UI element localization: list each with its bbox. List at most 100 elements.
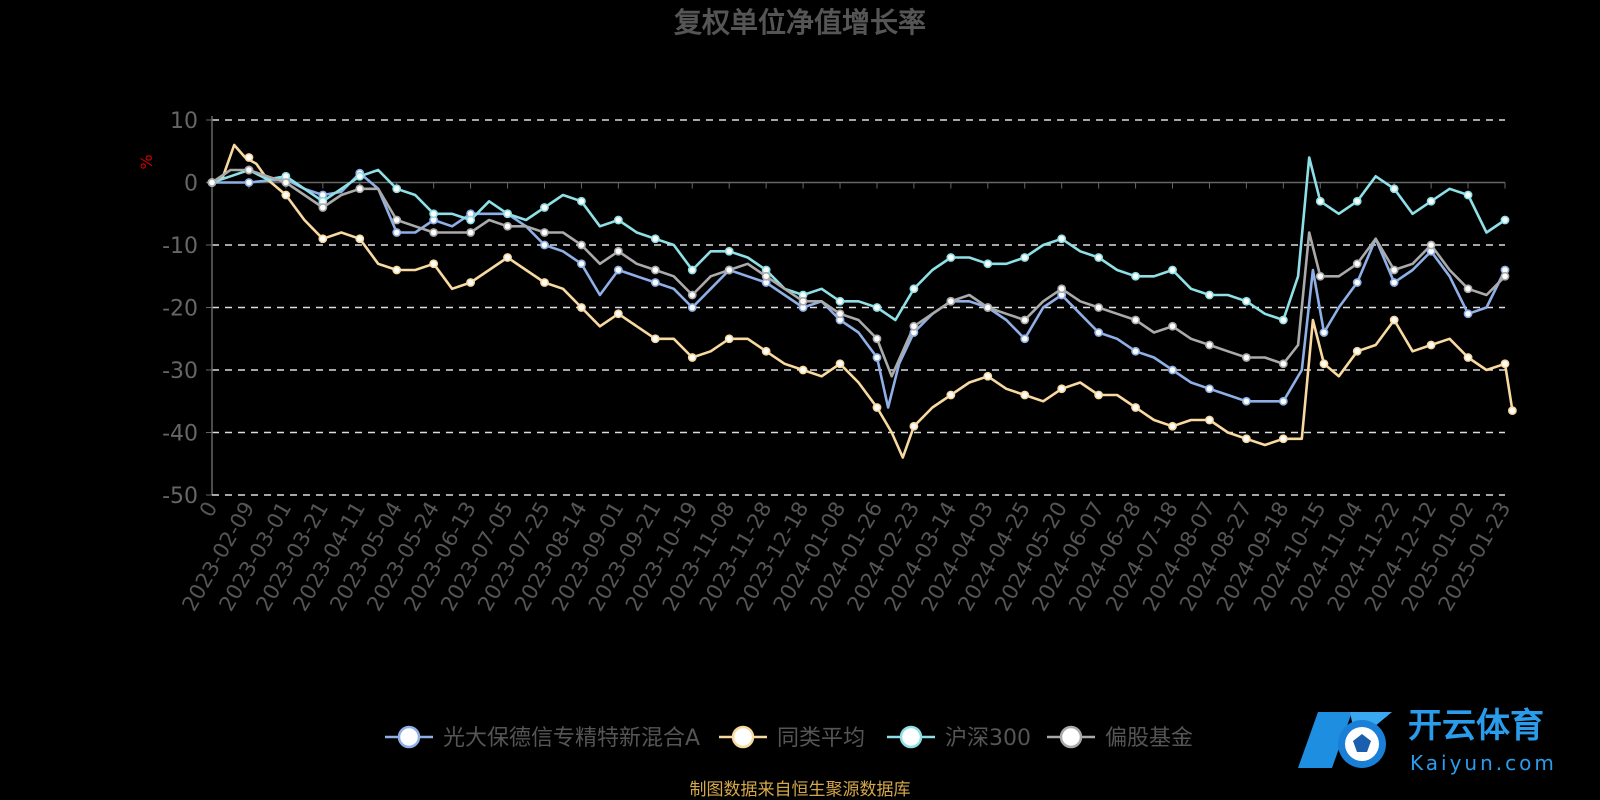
series-marker-0 [244, 178, 254, 187]
series-marker-0 [1389, 278, 1399, 287]
series-marker-3 [1242, 353, 1251, 362]
series-marker-0 [1242, 396, 1251, 406]
series-marker-1 [466, 278, 475, 287]
series-marker-0 [392, 228, 402, 237]
y-tick-label: -30 [162, 359, 198, 384]
series-marker-3 [835, 309, 845, 319]
series-marker-1 [613, 309, 623, 319]
series-marker-2 [540, 203, 549, 212]
series-marker-1 [1057, 384, 1067, 394]
series-marker-0 [1020, 334, 1030, 344]
series-marker-0 [540, 240, 549, 250]
series-marker-2 [1352, 196, 1362, 206]
series-marker-2 [503, 209, 512, 219]
series-marker-3 [650, 265, 660, 275]
series-marker-2 [835, 296, 845, 306]
series-marker-2 [1315, 196, 1325, 206]
series-marker-1 [1205, 415, 1214, 425]
series-marker-3 [577, 240, 586, 250]
series-marker-1 [540, 278, 549, 287]
series-marker-1 [798, 365, 808, 375]
series-marker-0 [1131, 346, 1140, 356]
series-marker-1 [1094, 390, 1104, 400]
series-marker-2 [687, 265, 697, 275]
legend-label: 光大保德信专精特新混合A [443, 726, 700, 751]
series-marker-3 [909, 321, 919, 331]
series-marker-2 [1168, 265, 1177, 275]
series-marker-2 [724, 246, 734, 256]
series-marker-2 [1426, 196, 1436, 206]
y-tick-label: -10 [162, 234, 198, 259]
series-marker-2 [983, 259, 993, 269]
series-lines [210, 143, 1514, 459]
legend-marker [1059, 725, 1083, 749]
series-line-0 [210, 171, 1507, 409]
series-marker-1 [355, 234, 365, 244]
series-marker-3 [392, 215, 402, 225]
series-marker-2 [1057, 234, 1067, 244]
series-marker-1 [392, 265, 402, 275]
legend-item-1: 同类平均 [719, 725, 865, 751]
series-marker-3 [1500, 271, 1510, 281]
series-marker-1 [244, 153, 254, 162]
series-marker-3 [503, 221, 512, 231]
series-marker-1 [872, 403, 882, 412]
series-marker-2 [650, 234, 660, 244]
series-marker-0 [1205, 384, 1214, 394]
series-marker-0 [1319, 328, 1329, 337]
series-marker-1 [1319, 359, 1329, 369]
series-marker-1 [835, 359, 845, 369]
series-marker-0 [650, 278, 660, 287]
series-marker-3 [466, 228, 475, 237]
series-marker-3 [1205, 340, 1214, 350]
y-tick-label: 10 [170, 109, 198, 134]
series-marker-1 [687, 353, 697, 362]
source-note: 制图数据来自恒生聚源数据库 [690, 780, 911, 800]
series-marker-3 [207, 178, 217, 187]
series-marker-0 [1352, 278, 1362, 287]
series-marker-3 [355, 184, 365, 194]
series-marker-3 [1315, 271, 1325, 281]
series-marker-3 [798, 296, 808, 306]
series-marker-2 [1389, 184, 1399, 194]
series-marker-1 [724, 334, 734, 344]
series-marker-1 [1278, 434, 1288, 444]
series-marker-2 [355, 171, 365, 181]
series-marker-0 [1094, 328, 1104, 337]
series-marker-1 [761, 346, 771, 356]
y-axis-label: % [137, 154, 156, 169]
series-marker-2 [909, 284, 919, 294]
legend-label: 同类平均 [777, 726, 865, 751]
series-marker-2 [1020, 253, 1030, 262]
series-marker-3 [540, 228, 549, 237]
series-marker-2 [429, 209, 439, 219]
series-marker-1 [1020, 390, 1030, 400]
series-marker-3 [1094, 303, 1104, 312]
series-marker-3 [1020, 315, 1030, 325]
y-tick-label: 0 [184, 172, 198, 197]
series-marker-1 [1131, 403, 1140, 412]
series-marker-3 [1389, 265, 1399, 275]
legend-label: 偏股基金 [1105, 726, 1193, 751]
y-tick-label: -50 [162, 484, 198, 509]
series-marker-3 [1463, 284, 1473, 294]
series-marker-3 [724, 265, 734, 275]
series-marker-3 [318, 203, 328, 212]
legend-item-3: 偏股基金 [1047, 725, 1193, 751]
legend-marker [731, 725, 755, 749]
series-marker-0 [577, 259, 586, 269]
legend-label: 沪深300 [945, 726, 1031, 751]
series-marker-1 [946, 390, 956, 400]
series-marker-0 [613, 265, 623, 275]
series-marker-2 [613, 215, 623, 225]
series-marker-3 [281, 178, 291, 187]
series-marker-1 [1426, 340, 1436, 350]
series-marker-2 [1205, 290, 1214, 300]
series-marker-1 [1463, 353, 1473, 362]
series-marker-1 [318, 234, 328, 244]
series-marker-2 [577, 196, 586, 206]
series-marker-1 [1507, 406, 1517, 416]
x-tick-label: 0 [195, 498, 222, 522]
series-marker-3 [687, 290, 697, 300]
series-marker-3 [761, 271, 771, 281]
